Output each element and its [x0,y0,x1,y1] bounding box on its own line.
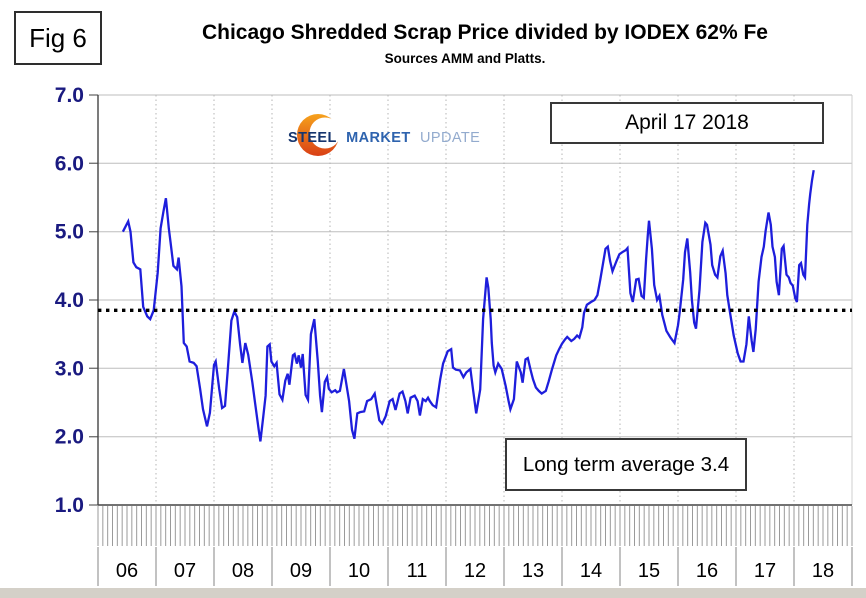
svg-text:08: 08 [232,560,254,582]
y-gridlines-and-labels: 1.0 2.0 3.0 4.0 5.0 6.0 7.0 [55,84,852,517]
svg-text:17: 17 [754,560,776,582]
svg-text:06: 06 [116,560,138,582]
date-annotation: April 17 2018 [625,111,749,134]
window-bottom-strip [0,588,866,598]
month-tick-marks [97,506,853,546]
svg-text:6.0: 6.0 [55,152,84,175]
logo-word-market: MARKET [346,130,411,146]
svg-text:1.0: 1.0 [55,494,84,517]
svg-text:09: 09 [290,560,312,582]
svg-text:13: 13 [522,560,544,582]
svg-text:2.0: 2.0 [55,426,84,449]
figure-label-box: Fig 6 [14,11,102,65]
x-axis-labels: 06 07 08 09 10 11 12 13 14 15 16 17 18 [116,560,834,582]
svg-text:4.0: 4.0 [55,289,84,312]
page-subtitle: Sources AMM and Platts. [384,51,546,66]
svg-text:12: 12 [464,560,486,582]
average-annotation: Long term average 3.4 [522,452,730,476]
svg-text:3.0: 3.0 [55,357,84,380]
svg-text:14: 14 [580,560,602,582]
logo-word-steel: STEEL [288,130,337,146]
crescent-icon [297,114,341,156]
page-title: Chicago Shredded Scrap Price divided by … [201,21,768,44]
x-gridlines [97,95,853,586]
svg-text:10: 10 [348,560,370,582]
svg-text:16: 16 [696,560,718,582]
logo-word-update: UPDATE [420,130,481,146]
average-annotation-box: Long term average 3.4 [505,438,747,491]
figure-label: Fig 6 [29,22,87,53]
svg-text:15: 15 [638,560,660,582]
date-annotation-box: April 17 2018 [550,102,824,144]
ratio-line-series [121,170,815,442]
logo-text: STEEL MARKET UPDATE [288,130,480,146]
svg-text:5.0: 5.0 [55,221,84,244]
svg-text:7.0: 7.0 [55,84,84,107]
axes [97,95,852,506]
svg-text:07: 07 [174,560,196,582]
svg-text:11: 11 [407,560,428,582]
svg-text:18: 18 [812,560,834,582]
steel-market-update-logo: STEEL MARKET UPDATE [284,108,480,162]
